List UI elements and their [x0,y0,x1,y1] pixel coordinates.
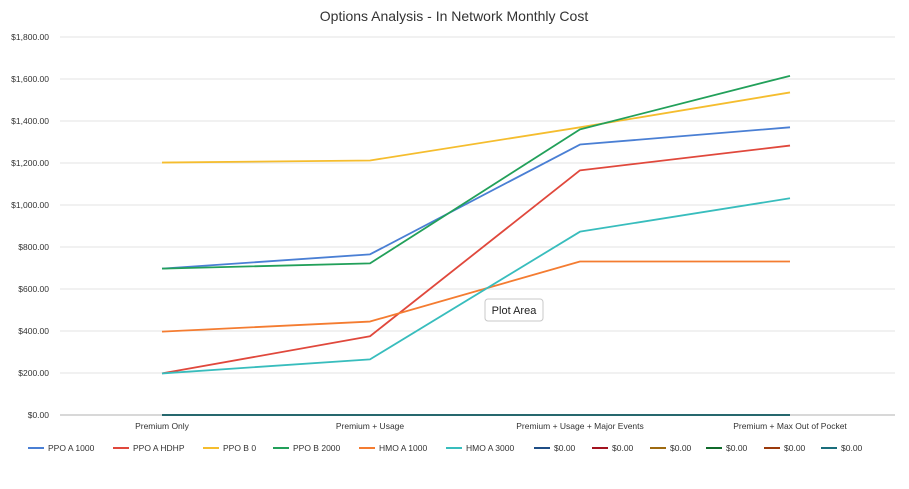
legend-item[interactable]: PPO A 1000 [28,443,95,453]
series-line[interactable] [161,91,791,164]
y-tick-label: $1,800.00 [11,32,49,42]
series-line[interactable] [161,260,790,333]
legend-item[interactable]: $0.00 [821,443,863,453]
legend-label: PPO A HDHP [133,443,185,453]
legend-item[interactable]: PPO A HDHP [113,443,185,453]
legend-label: HMO A 3000 [466,443,514,453]
series-group[interactable] [161,74,791,416]
chart-title: Options Analysis - In Network Monthly Co… [320,8,589,24]
y-tick-label: $400.00 [18,326,49,336]
x-tick-label: Premium + Usage + Major Events [516,421,644,431]
x-tick-label: Premium + Usage [336,421,405,431]
y-tick-label: $0.00 [28,410,50,420]
legend-label: $0.00 [612,443,634,453]
legend-label: HMO A 1000 [379,443,427,453]
legend-label: $0.00 [554,443,576,453]
y-tick-label: $1,400.00 [11,116,49,126]
legend-label: $0.00 [726,443,748,453]
y-tick-label: $1,000.00 [11,200,49,210]
x-axis: Premium Only Premium + Usage Premium + Usa… [135,421,847,431]
legend-label: PPO B 2000 [293,443,341,453]
y-tick-label: $200.00 [18,368,49,378]
legend-label: PPO A 1000 [48,443,95,453]
legend-item[interactable]: $0.00 [534,443,576,453]
legend-label: $0.00 [784,443,806,453]
legend-item[interactable]: $0.00 [592,443,634,453]
legend[interactable]: PPO A 1000 PPO A HDHP PPO B 0 PPO B 2000 HMO… [28,443,863,453]
legend-item[interactable]: $0.00 [706,443,748,453]
tooltip-label: Plot Area [492,305,538,317]
x-tick-label: Premium + Max Out of Pocket [733,421,847,431]
tooltip-box [484,298,544,322]
legend-item[interactable]: PPO B 0 [203,443,256,453]
series-line[interactable] [161,144,791,375]
y-axis: $0.00 $200.00 $400.00 $600.00 $800.00 $1,000.… [11,32,49,420]
y-tick-label: $600.00 [18,284,49,294]
legend-label: PPO B 0 [223,443,256,453]
legend-item[interactable]: $0.00 [650,443,692,453]
y-tick-label: $1,200.00 [11,158,49,168]
y-tick-label: $800.00 [18,242,49,252]
legend-label: $0.00 [841,443,863,453]
legend-item[interactable]: HMO A 3000 [446,443,514,453]
series-line[interactable] [161,126,791,270]
legend-item[interactable]: PPO B 2000 [273,443,341,453]
plot-area-tooltip: Plot Area [484,298,544,322]
series-line[interactable] [161,74,791,270]
series-line[interactable] [161,197,791,375]
y-tick-label: $1,600.00 [11,74,49,84]
legend-item[interactable]: HMO A 1000 [359,443,427,453]
legend-label: $0.00 [670,443,692,453]
x-tick-label: Premium Only [135,421,190,431]
legend-item[interactable]: $0.00 [764,443,806,453]
